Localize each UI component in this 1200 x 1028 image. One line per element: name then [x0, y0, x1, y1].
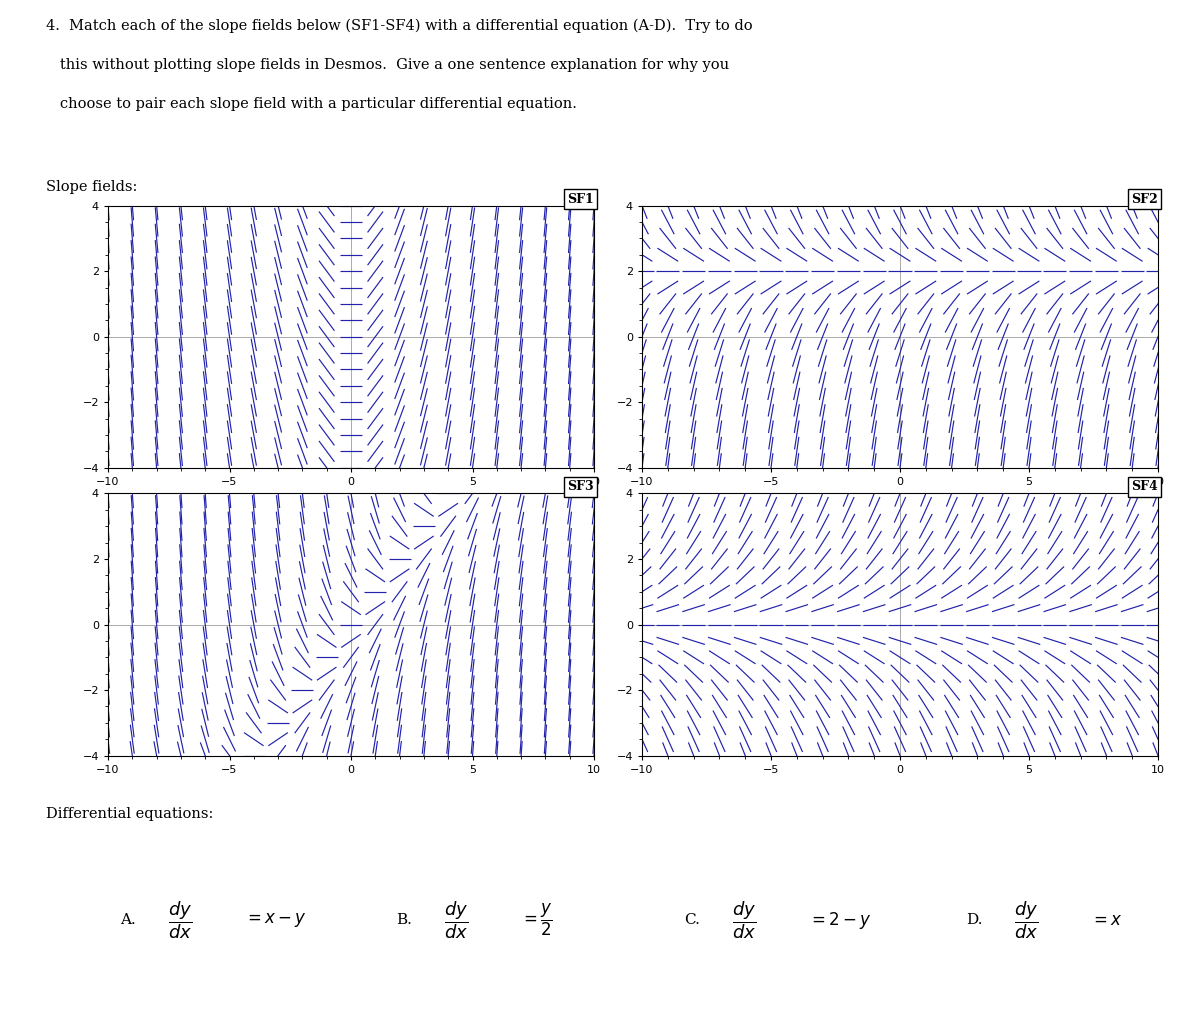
Text: SF1: SF1 — [568, 192, 594, 206]
Text: $= x$: $= x$ — [1090, 911, 1122, 929]
Text: B.: B. — [396, 913, 412, 927]
Text: SF4: SF4 — [1132, 480, 1158, 493]
Text: SF3: SF3 — [568, 480, 594, 493]
Text: $\dfrac{dy}{dx}$: $\dfrac{dy}{dx}$ — [444, 900, 468, 941]
Text: A.: A. — [120, 913, 136, 927]
Text: $= \dfrac{y}{2}$: $= \dfrac{y}{2}$ — [520, 902, 552, 939]
Text: $\dfrac{dy}{dx}$: $\dfrac{dy}{dx}$ — [1014, 900, 1038, 941]
Text: choose to pair each slope field with a particular differential equation.: choose to pair each slope field with a p… — [46, 97, 576, 111]
Text: Differential equations:: Differential equations: — [46, 807, 212, 821]
Text: SF2: SF2 — [1132, 192, 1158, 206]
Text: $= 2 - y$: $= 2 - y$ — [808, 910, 871, 930]
Text: C.: C. — [684, 913, 700, 927]
Text: $\dfrac{dy}{dx}$: $\dfrac{dy}{dx}$ — [732, 900, 756, 941]
Text: this without plotting slope fields in Desmos.  Give a one sentence explanation f: this without plotting slope fields in De… — [46, 58, 728, 72]
Text: $\dfrac{dy}{dx}$: $\dfrac{dy}{dx}$ — [168, 900, 192, 941]
Text: 4.  Match each of the slope fields below (SF1-SF4) with a differential equation : 4. Match each of the slope fields below … — [46, 19, 752, 33]
Text: $= x - y$: $= x - y$ — [244, 911, 306, 929]
Text: D.: D. — [966, 913, 983, 927]
Text: Slope fields:: Slope fields: — [46, 180, 137, 194]
